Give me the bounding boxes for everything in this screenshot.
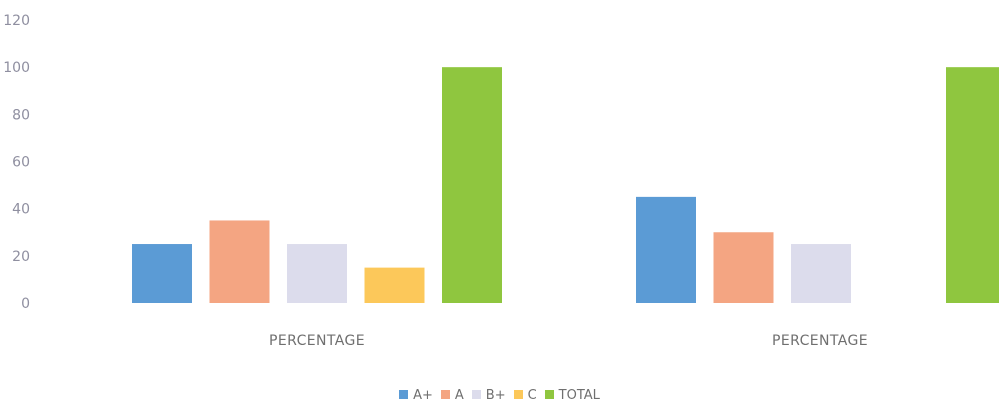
y-tick-label: 100 xyxy=(3,60,30,76)
category-label: PERCENTAGE xyxy=(772,333,868,349)
y-tick-label: 20 xyxy=(12,249,30,265)
legend-label: B+ xyxy=(485,388,506,403)
bar-c-1 xyxy=(364,267,425,303)
category-labels: PERCENTAGE PERCENTAGE xyxy=(269,333,868,349)
y-axis-ticks: 0 20 40 60 80 100 120 xyxy=(3,13,30,312)
bar-b-plus-1 xyxy=(287,244,347,303)
y-tick-label: 120 xyxy=(3,13,30,29)
legend-label: A xyxy=(454,388,464,403)
bar-total-2 xyxy=(946,67,999,304)
legend-item: A xyxy=(440,388,464,403)
legend-swatch xyxy=(544,390,554,399)
legend-label: C xyxy=(527,388,537,403)
legend-swatch xyxy=(513,390,523,399)
bar-b-plus-2 xyxy=(791,244,851,303)
bar-a-1 xyxy=(209,220,270,303)
legend-swatch xyxy=(471,390,481,399)
y-tick-label: 80 xyxy=(12,107,30,123)
legend-label: TOTAL xyxy=(558,388,600,403)
legend-swatch xyxy=(440,390,450,399)
legend-item: C xyxy=(513,388,537,403)
legend-item: TOTAL xyxy=(544,388,600,403)
legend-label: A+ xyxy=(413,388,433,403)
y-tick-label: 0 xyxy=(21,296,30,312)
bar-total-1 xyxy=(442,67,502,304)
legend-swatch xyxy=(399,390,409,399)
bar-a-plus-2 xyxy=(636,196,696,303)
bar-a-plus-1 xyxy=(132,244,192,303)
y-tick-label: 60 xyxy=(12,155,30,171)
legend-item: B+ xyxy=(471,388,506,403)
bars xyxy=(132,67,999,304)
bar-a-2 xyxy=(713,232,774,303)
legend: A+ A B+ C TOTAL xyxy=(0,388,999,403)
y-tick-label: 40 xyxy=(12,202,30,218)
category-label: PERCENTAGE xyxy=(269,333,365,349)
legend-item: A+ xyxy=(399,388,433,403)
